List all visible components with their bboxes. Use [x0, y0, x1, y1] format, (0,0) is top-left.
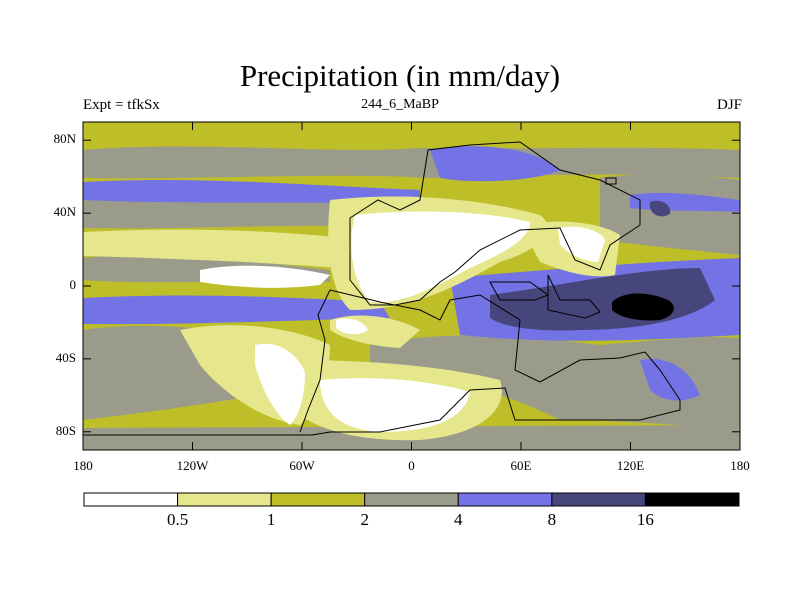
axis-tick-marks	[82, 122, 741, 450]
y-tick-label: 0	[69, 277, 77, 292]
colorbar-swatch	[83, 492, 179, 507]
plot-title: Precipitation (in mm/day)	[239, 58, 561, 93]
x-tick-label: 120E	[616, 458, 645, 473]
continent-outlines	[83, 141, 681, 436]
colorbar-swatch	[270, 492, 366, 507]
experiment-label: Expt = tfkSx	[83, 97, 160, 113]
x-tick-label: 180	[73, 458, 93, 473]
colorbar-level-label: 0.5	[166, 510, 189, 529]
colorbar-swatch	[551, 492, 646, 507]
x-tick-label: 60E	[510, 458, 532, 473]
x-tick-label: 60W	[289, 458, 315, 473]
y-tick-label: 80S	[55, 422, 76, 438]
colorbar-swatch	[457, 492, 553, 507]
colorbar-level-label: 8	[547, 510, 557, 529]
colorbar-level-label: 1	[266, 510, 276, 529]
y-tick-label: 80N	[53, 131, 76, 147]
colorbar-level-label: 2	[360, 510, 369, 529]
colorbar-level-label: 16	[636, 510, 654, 529]
colorbar-swatch	[644, 492, 740, 507]
period-label: 244_6_MaBP	[361, 97, 439, 112]
colorbar-swatch	[364, 492, 459, 507]
colorbar	[83, 492, 740, 507]
colorbar-level-label: 4	[454, 510, 463, 529]
colorbar-swatch	[177, 492, 272, 507]
x-tick-label: 180	[730, 458, 750, 473]
precipitation-field	[83, 122, 740, 450]
x-tick-label: 120W	[176, 458, 209, 473]
x-tick-label: 0	[408, 458, 415, 473]
season-label: DJF	[716, 97, 742, 113]
y-tick-label: 40N	[53, 204, 76, 220]
y-tick-label: 40S	[55, 349, 76, 365]
